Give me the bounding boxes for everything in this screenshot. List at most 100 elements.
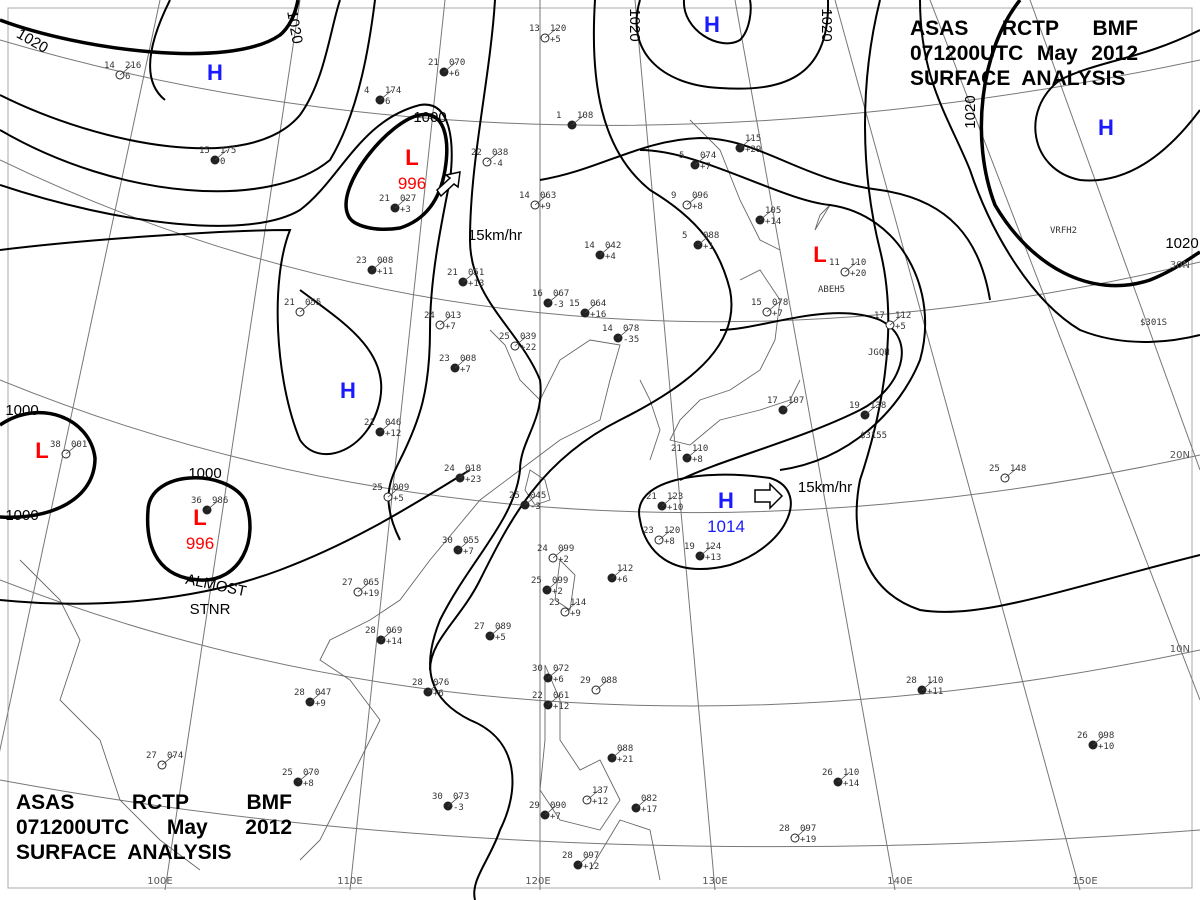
isobar-1000	[344, 112, 449, 231]
station-temperature: 28	[365, 626, 376, 636]
title-agency: ASAS	[910, 17, 969, 40]
station-plot: 22 061+12	[532, 691, 569, 712]
low-pressure-center: L 996	[398, 145, 426, 193]
wind-barb-icon	[547, 694, 561, 706]
station-tendency: +22	[520, 343, 536, 353]
station-plot: 30 055+7	[442, 536, 479, 557]
station-plot: 23 008+11	[356, 256, 393, 277]
wind-barb-icon	[524, 494, 538, 506]
station-temperature: 17	[874, 311, 885, 321]
wind-barb-icon	[379, 89, 393, 101]
movement-arrow-icon	[754, 482, 784, 510]
station-pressure: 001	[71, 440, 87, 450]
station-plot: 36 986	[191, 496, 228, 515]
station-temperature: 21	[646, 492, 657, 502]
station-tendency: +5	[495, 633, 506, 643]
station-tendency: -4	[492, 159, 503, 169]
station-plot: 21 070+6	[428, 58, 465, 79]
station-pressure: 042	[605, 241, 621, 251]
wind-barb-icon	[459, 467, 473, 479]
station-pressure: 137	[592, 786, 608, 796]
wind-barb-icon	[635, 797, 649, 809]
station-tendency: +7	[445, 322, 456, 332]
station-tendency: +6	[553, 675, 564, 685]
station-temperature: 21	[447, 268, 458, 278]
station-temperature: 25	[282, 768, 293, 778]
station-pressure: 175	[220, 146, 236, 156]
ship-callsign: JGQH	[868, 348, 890, 358]
station-tendency: +9	[570, 609, 581, 619]
station-tendency: +7	[460, 365, 471, 375]
station-plot: 28 097+19	[779, 824, 816, 845]
wind-barb-icon	[427, 681, 441, 693]
station-pressure: 110	[927, 676, 943, 686]
meridian-170e	[1029, 0, 1200, 471]
station-pressure: 045	[530, 491, 546, 501]
isobar	[855, 0, 1200, 613]
station-pressure: 008	[460, 354, 476, 364]
latitude-label: 10N	[1170, 644, 1190, 655]
station-pressure: 115	[745, 134, 761, 144]
ship-callsign: ABEH5	[818, 285, 845, 295]
wind-barb-icon	[661, 495, 675, 507]
station-plot: 19 124+13	[684, 542, 721, 563]
station-tendency: +8	[303, 779, 314, 789]
station-temperature: 9	[671, 191, 676, 201]
station-tendency: +2	[558, 555, 569, 565]
station-pressure: 097	[583, 851, 599, 861]
station-plot: 11 110+20	[829, 258, 866, 279]
isobar-label: 1020	[283, 9, 306, 45]
wind-barb-icon	[595, 679, 609, 691]
station-tendency: +12	[583, 862, 599, 872]
isobar-label: 1000	[413, 109, 446, 126]
station-temperature: 15	[569, 299, 580, 309]
station-pressure: 110	[850, 258, 866, 268]
station-temperature: 17	[767, 396, 778, 406]
station-temperature: 23	[549, 598, 560, 608]
station-temperature: 14	[602, 324, 613, 334]
station-temperature: 21	[379, 194, 390, 204]
station-pressure: 055	[305, 298, 321, 308]
station-pressure: 018	[465, 464, 481, 474]
title-product: SURFACE ANALYSIS	[16, 841, 232, 864]
station-plot: 112+6	[607, 564, 633, 585]
station-temperature: 26	[1077, 731, 1088, 741]
central-pressure: 996	[186, 534, 214, 553]
isobar	[679, 312, 903, 481]
station-plot: 14 042+4	[584, 241, 621, 262]
station-pressure: 089	[495, 622, 511, 632]
station-tendency: +5	[895, 322, 906, 332]
station-pressure: 008	[377, 256, 393, 266]
station-tendency: +1	[703, 242, 714, 252]
station-plot: 15 078+7	[751, 298, 788, 319]
station-pressure: 078	[772, 298, 788, 308]
station-tendency: +20	[850, 269, 866, 279]
station-pressure: 138	[870, 401, 886, 411]
wind-barb-icon	[611, 747, 625, 759]
title-block-bottom: ASAS RCTP BMF 071200UTC May 2012 SURFACE ANA…	[16, 790, 292, 865]
wind-barb-icon	[617, 327, 631, 339]
station-pressure: 112	[617, 564, 633, 574]
wind-barb-icon	[454, 357, 468, 369]
title-time: 071200UTC	[16, 816, 130, 839]
station-temperature: 26	[822, 768, 833, 778]
station-plot: 29 090+7	[529, 801, 566, 822]
latitude-label: 20N	[1170, 450, 1190, 461]
station-plot: 25 099+2	[531, 576, 568, 597]
station-tendency: +8	[692, 202, 703, 212]
parallel-0	[0, 779, 1200, 848]
station-pressure: 067	[553, 289, 569, 299]
station-temperature: 22	[532, 691, 543, 701]
station-pressure: 065	[363, 578, 379, 588]
station-temperature: 19	[849, 401, 860, 411]
low-pressure-center: L	[813, 242, 826, 267]
station-pressure: 074	[700, 151, 716, 161]
station-tendency: +4	[605, 252, 616, 262]
station-tendency: +23	[465, 475, 481, 485]
wind-barb-icon	[65, 443, 79, 455]
station-temperature: 24	[537, 544, 548, 554]
title-code: BMF	[246, 791, 293, 814]
